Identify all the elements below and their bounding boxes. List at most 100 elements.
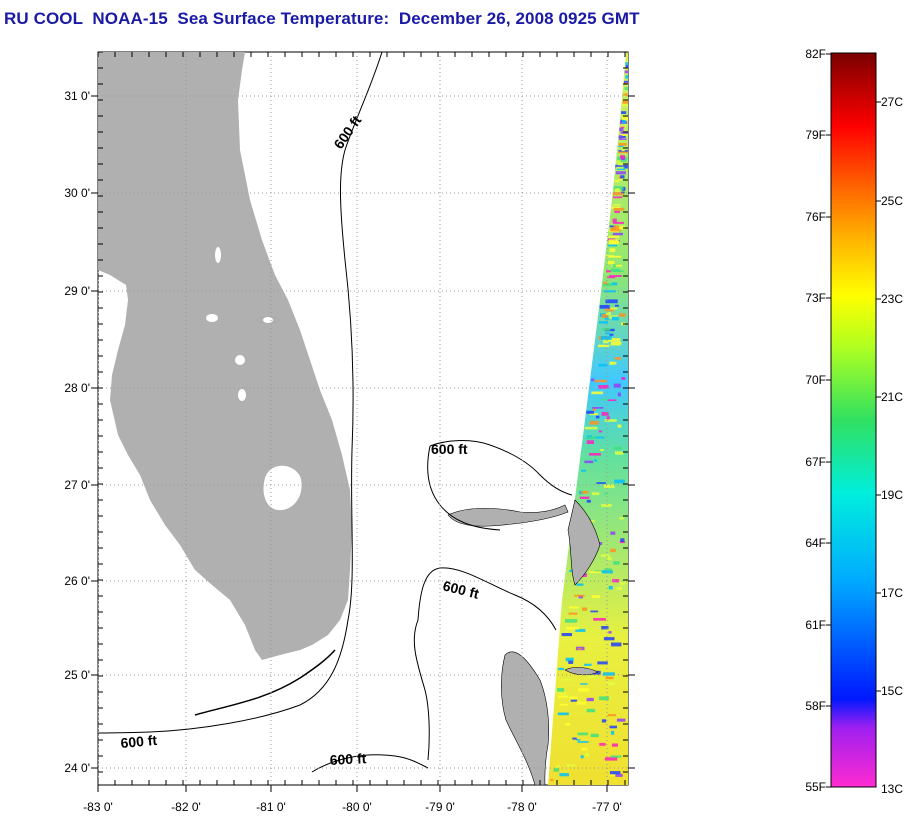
swath-pixel: [581, 747, 588, 751]
swath-pixel: [565, 619, 578, 623]
swath-pixel: [618, 143, 627, 146]
swath-pixel: [615, 773, 623, 777]
swath-pixel: [610, 361, 617, 365]
swath-pixel: [608, 338, 621, 342]
swath-pixel: [600, 398, 608, 401]
swath-pixel: [581, 469, 586, 472]
swath-pixel: [624, 87, 628, 90]
swath-pixel: [622, 119, 626, 124]
swath-pixel: [586, 697, 594, 702]
colorbar-fahrenheit-labels: 82F 79F 76F 73F 70F 67F 64F 61F 58F 55F: [805, 47, 826, 794]
swath-pixel: [591, 378, 595, 382]
swath-pixel: [603, 290, 616, 293]
swath-pixel: [587, 436, 597, 439]
swath-pixel: [565, 657, 574, 662]
swath-pixel: [613, 561, 620, 565]
swath-pixel: [612, 191, 625, 196]
colorbar-c-label: 13C: [881, 782, 903, 796]
swath-pixel: [620, 131, 628, 134]
swath-pixel: [576, 701, 587, 705]
swath-pixel: [604, 484, 615, 489]
swath-pixel: [577, 732, 589, 736]
swath-pixel: [607, 714, 616, 717]
swath-pixel: [603, 339, 609, 344]
colorbar-ticks: [826, 53, 881, 788]
swath-pixel: [569, 696, 578, 700]
swath-pixel: [591, 436, 605, 439]
swath-pixel: [591, 391, 603, 395]
swath-pixel: [607, 244, 617, 247]
swath-pixel: [600, 449, 604, 451]
swath-pixel: [620, 155, 625, 159]
swath-pixel: [610, 531, 616, 535]
longitude-label: -79 0': [425, 800, 455, 814]
swath-pixel: [601, 504, 612, 507]
swath-pixel: [604, 568, 612, 571]
swath-pixel: [589, 420, 599, 425]
longitude-label: -80 0': [342, 800, 372, 814]
swath-pixel: [599, 321, 609, 324]
swath-pixel: [621, 111, 627, 114]
swath-pixel: [614, 357, 621, 360]
florida-keys: [194, 649, 336, 716]
swath-pixel: [611, 642, 622, 647]
swath-pixel: [615, 166, 624, 169]
swath-pixel: [618, 151, 628, 154]
swath-pixel: [598, 363, 608, 367]
swath-pixel: [612, 232, 623, 236]
swath-pixel: [612, 264, 616, 268]
swath-pixel: [616, 160, 627, 163]
swath-pixel: [599, 305, 610, 309]
swath-pixel: [586, 440, 594, 444]
swath-pixel: [580, 491, 589, 494]
swath-pixel: [611, 206, 621, 209]
swath-pixel: [576, 739, 581, 741]
swath-pixel: [607, 276, 616, 279]
swath-pixel: [580, 683, 588, 685]
colorbar-f-label: 73F: [805, 291, 826, 305]
swath-pixel: [620, 123, 627, 127]
swath-pixel: [605, 299, 618, 304]
swath-pixel: [582, 607, 588, 611]
latitude-label: 24 0': [64, 761, 90, 775]
swath-pixel: [592, 407, 596, 411]
colorbar-f-label: 70F: [805, 373, 826, 387]
swath-pixel: [612, 196, 623, 199]
longitude-labels: -83 0' -82 0' -81 0' -80 0' -79 0' -78 0…: [83, 800, 622, 814]
swath-pixel: [619, 127, 624, 132]
swath-pixel: [610, 307, 618, 310]
swath-pixel: [561, 633, 572, 637]
swath-pixel: [568, 612, 578, 615]
swath-pixel: [588, 571, 602, 574]
colorbar-f-label: 79F: [805, 128, 826, 142]
latitude-labels: 31 0' 30 0' 29 0' 28 0' 27 0' 26 0' 25 0…: [64, 89, 90, 775]
swath-pixel: [625, 75, 628, 79]
swath-pixel: [619, 582, 626, 585]
swath-pixel: [572, 737, 577, 740]
contour-label: 600 ft: [329, 750, 367, 768]
longitude-label: -82 0': [171, 800, 201, 814]
swath-pixel: [604, 419, 617, 422]
swath-pixel: [595, 415, 600, 419]
swath-pixel: [614, 304, 619, 307]
swath-pixel: [619, 134, 628, 136]
swath-pixel: [609, 275, 622, 277]
swath-pixel: [601, 719, 607, 723]
swath-pixel: [618, 145, 624, 148]
map-title: RU COOL NOAA-15 Sea Surface Temperature:…: [4, 9, 640, 28]
andros: [501, 651, 550, 785]
colorbar-f-label: 55F: [805, 780, 826, 794]
swath-pixel: [607, 682, 615, 685]
swath-pixel: [608, 235, 620, 238]
swath-pixel: [615, 225, 626, 230]
swath-pixel: [619, 178, 623, 181]
swath-pixel: [610, 268, 620, 272]
colorbar-c-label: 25C: [881, 194, 903, 208]
swath-pixel: [624, 80, 628, 84]
swath-pixel: [605, 676, 614, 680]
colorbar-f-label: 64F: [805, 536, 826, 550]
swath-pixel: [612, 218, 617, 223]
swath-pixel: [604, 492, 608, 495]
swath-pixel: [613, 383, 621, 388]
swath-pixel: [558, 695, 569, 698]
